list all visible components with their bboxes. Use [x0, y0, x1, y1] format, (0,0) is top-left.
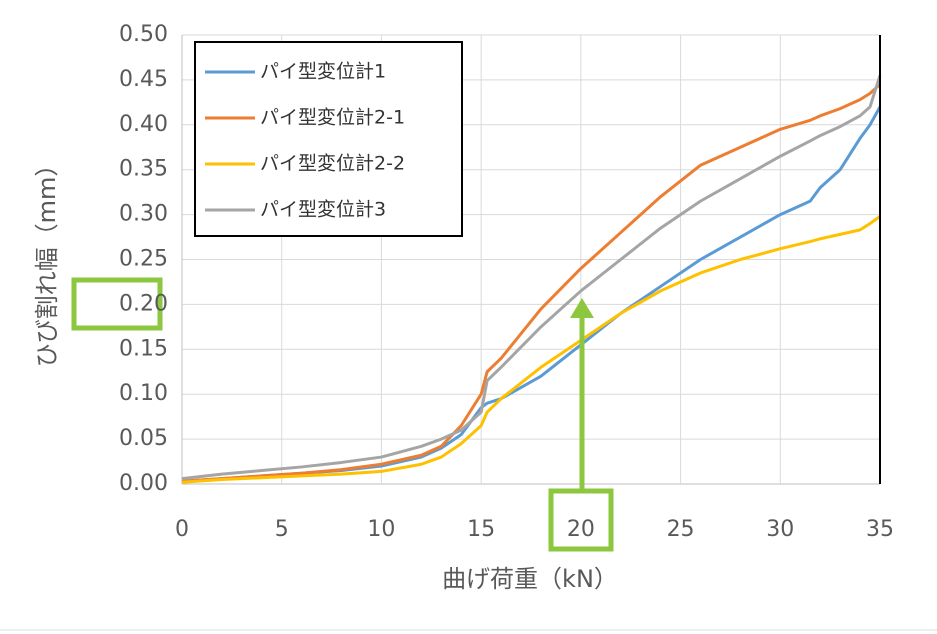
y-tick-label: 0.50: [119, 22, 168, 47]
y-tick-label: 0.15: [119, 336, 168, 361]
x-tick-label: 30: [766, 517, 794, 542]
y-tick-label: 0.35: [119, 157, 168, 182]
y-tick-label: 0.30: [119, 202, 168, 227]
x-axis-title: 曲げ荷重（kN）: [442, 565, 618, 593]
legend-label: パイ型変位計2-1: [260, 107, 405, 129]
highlight-box: [71, 277, 163, 331]
x-tick-label: 0: [175, 517, 189, 542]
arrow-head: [570, 298, 594, 318]
y-tick-label: 0.25: [119, 247, 168, 272]
x-tick-label: 15: [467, 517, 495, 542]
y-axis-title: ひび割れ幅（mm）: [33, 153, 61, 368]
y-tick-label: 0.10: [119, 381, 168, 406]
y-tick-label: 0.40: [119, 112, 168, 137]
legend-label: パイ型変位計2-2: [260, 153, 405, 175]
legend-label: パイ型変位計1: [260, 61, 386, 83]
legend-box: [194, 41, 463, 237]
y-tick-label: 0.45: [119, 67, 168, 92]
lines: [181, 74, 882, 484]
y-tick-label: 0.20: [119, 291, 168, 316]
x-tick-label: 20: [567, 517, 595, 542]
x-tick-label: 25: [667, 517, 695, 542]
legend-label: パイ型変位計3: [260, 199, 386, 221]
legend: パイ型変位計1 パイ型変位計2-1 パイ型変位計2-2 パイ型変位計3: [194, 41, 463, 237]
x-tick-label: 10: [367, 517, 395, 542]
y-tick-label: 0.00: [119, 471, 168, 496]
x-tick-label: 35: [866, 517, 894, 542]
data-line: [181, 83, 882, 483]
x-tick-label: 5: [275, 517, 289, 542]
data-line: [181, 215, 881, 484]
y-tick-label: 0.05: [119, 426, 168, 451]
data-line: [181, 74, 882, 481]
